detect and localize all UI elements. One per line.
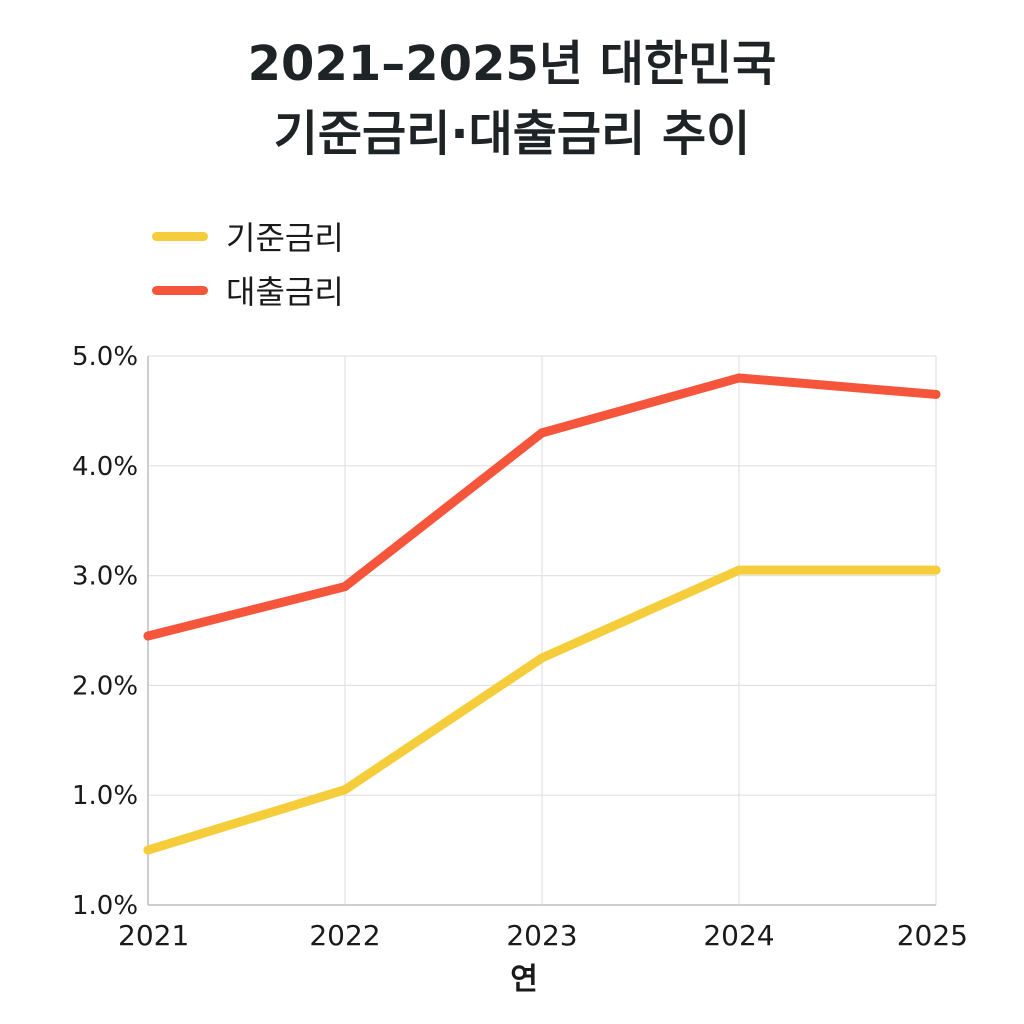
y-tick-label: 4.0% (72, 452, 138, 482)
chart-title-line-1: 2021–2025년 대한민국 (247, 36, 777, 92)
y-tick-label: 3.0% (72, 562, 138, 592)
chart-title-line-2: 기준금리·대출금리 추이 (273, 106, 751, 162)
data-point-base-rate (931, 565, 941, 575)
data-point-loan-rate (340, 582, 350, 592)
legend-label-base-rate: 기준금리 (226, 219, 344, 257)
axes (147, 356, 936, 906)
x-tick-label: 2024 (703, 919, 774, 952)
tick-labels: 1.0% 1.0% 2.0% 3.0% 4.0% 5.0% 2021 2022 2023 2024… (72, 342, 968, 997)
data-point-base-rate (143, 845, 153, 855)
legend-item-base-rate: 기준금리 (152, 216, 344, 257)
data-point-loan-rate (734, 373, 744, 383)
legend-swatch-loan-rate (152, 285, 208, 295)
legend-item-loan-rate: 대출금리 (152, 270, 344, 311)
series (143, 373, 941, 855)
data-point-loan-rate (143, 631, 153, 641)
data-point-loan-rate (931, 389, 941, 399)
data-point-base-rate (537, 653, 547, 663)
x-tick-label: 2023 (506, 919, 577, 952)
y-tick-label: 1.0% (72, 781, 138, 811)
grid (148, 355, 937, 905)
y-tick-label: 5.0% (72, 342, 138, 372)
x-tick-label: 2022 (309, 919, 380, 952)
data-point-base-rate (340, 785, 350, 795)
legend-swatch-base-rate (152, 231, 208, 241)
y-tick-label: 2.0% (72, 671, 138, 701)
data-point-loan-rate (537, 428, 547, 438)
x-tick-label: 2025 (897, 919, 968, 952)
data-point-base-rate (734, 565, 744, 575)
legend-label-loan-rate: 대출금리 (226, 273, 344, 311)
x-axis-label: 연 (510, 962, 538, 997)
x-tick-label: 2021 (118, 919, 189, 952)
y-tick-label: 1.0% (72, 891, 138, 921)
